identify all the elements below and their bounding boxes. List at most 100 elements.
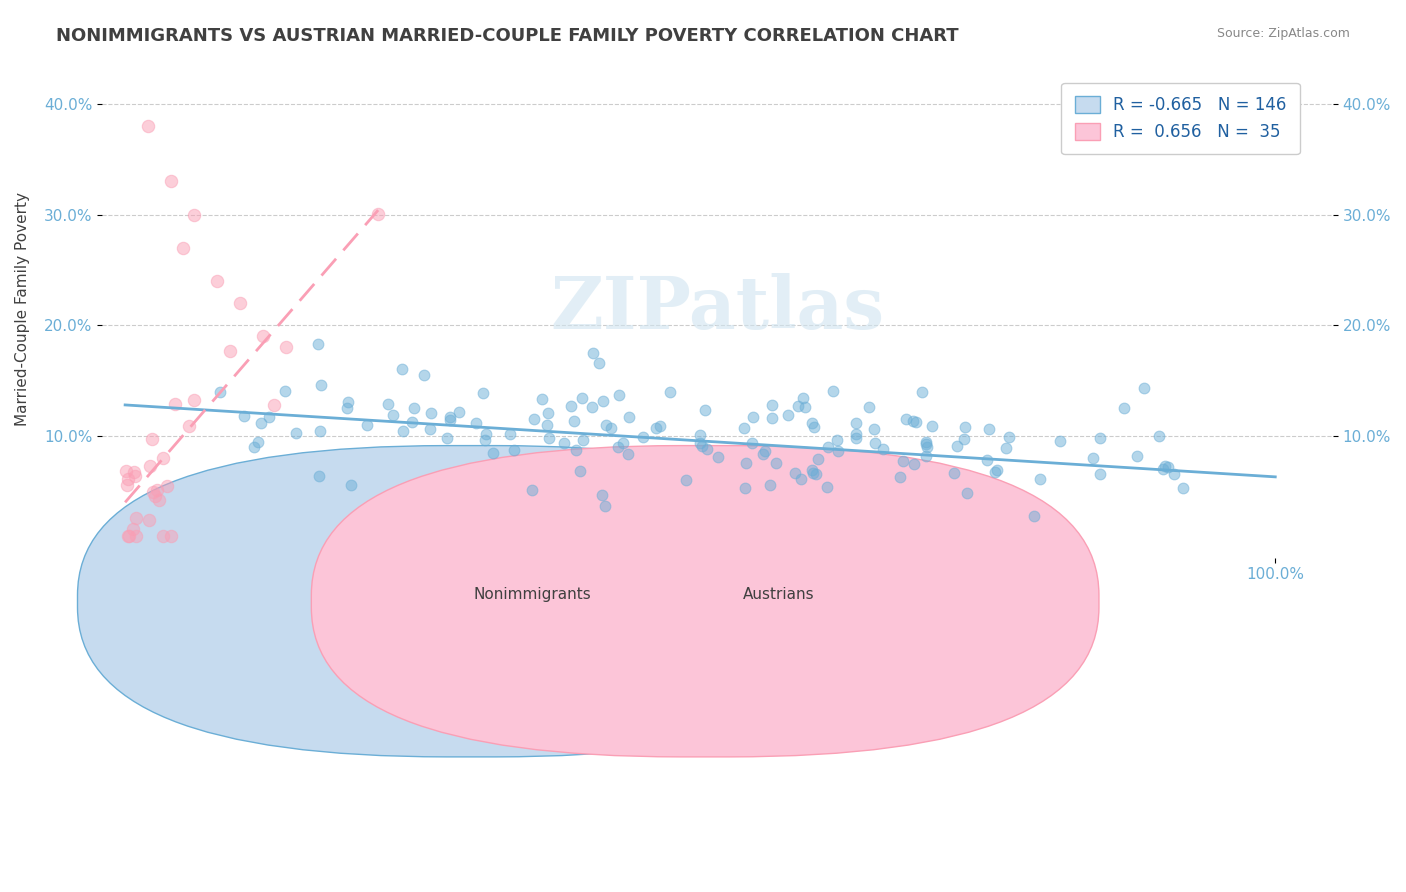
Point [404,401,426,416]
Point [695,403,717,417]
Point [612,436,634,450]
Point [537,406,560,420]
Point [1022,509,1045,524]
Point [250,416,273,430]
Point [502,442,524,457]
Point [1132,381,1154,395]
Point [593,500,616,514]
Point [439,409,461,424]
Point [165,397,187,411]
Point [658,385,681,400]
Point [595,417,617,432]
Legend: R = -0.665   N = 146, R =  0.656   N =  35: R = -0.665 N = 146, R = 0.656 N = 35 [1062,83,1299,154]
Point [845,431,868,445]
Point [1090,431,1112,445]
Point [419,406,441,420]
Point [257,409,280,424]
Point [564,442,586,457]
Point [392,425,415,439]
Point [986,463,1008,477]
Point [232,409,254,423]
Point [208,384,231,399]
Point [1112,401,1135,416]
Point [905,415,928,429]
Point [617,410,640,425]
Point [571,392,593,406]
Point [1152,462,1174,476]
Point [776,408,799,422]
Point [800,417,823,431]
Point [229,296,252,310]
Point [141,432,163,446]
Point [308,468,330,483]
Point [377,397,399,411]
Point [751,447,773,461]
Point [124,468,146,483]
Point [759,477,782,491]
Point [761,398,783,412]
Point [915,437,938,451]
Point [581,400,603,414]
Point [436,431,458,445]
Point [247,434,270,449]
Point [801,466,824,480]
Point [447,405,470,419]
Point [125,511,148,525]
Point [1157,460,1180,475]
Point [977,422,1000,436]
Point [263,398,285,412]
Point [998,430,1021,444]
Point [391,362,413,376]
Point [889,469,911,483]
Point [464,416,486,430]
Point [367,207,389,221]
Point [675,473,697,487]
Point [845,416,868,430]
Point [172,241,194,255]
Point [825,434,848,448]
Point [633,430,655,444]
Point [138,513,160,527]
Point [1049,434,1071,448]
FancyBboxPatch shape [311,446,1099,757]
Point [562,414,585,428]
Point [858,401,880,415]
Point [588,356,610,370]
Point [284,425,307,440]
Point [901,414,924,428]
Point [793,401,815,415]
Text: Austrians: Austrians [744,588,815,602]
Point [863,436,886,450]
Point [1154,459,1177,474]
Point [914,449,936,463]
Point [800,463,823,477]
Point [122,465,145,479]
Point [183,392,205,407]
Point [114,464,136,478]
Point [761,411,783,425]
Point [792,391,814,405]
Point [894,412,917,426]
Y-axis label: Married-Couple Family Poverty: Married-Couple Family Poverty [15,192,30,425]
Point [956,486,979,500]
Point [845,426,868,441]
Point [475,426,498,441]
Point [872,442,894,456]
Point [307,336,329,351]
Point [143,489,166,503]
Point [741,436,763,450]
Point [815,480,838,494]
Text: NONIMMIGRANTS VS AUSTRIAN MARRIED-COUPLE FAMILY POVERTY CORRELATION CHART: NONIMMIGRANTS VS AUSTRIAN MARRIED-COUPLE… [56,27,959,45]
Point [984,465,1007,479]
Point [148,493,170,508]
Point [914,435,936,450]
Text: ZIPatlas: ZIPatlas [550,273,884,344]
Point [644,421,666,435]
Point [827,444,849,458]
Point [817,440,839,454]
Point [921,419,943,434]
Point [276,340,298,354]
Point [911,385,934,400]
Point [117,528,139,542]
Point [152,451,174,466]
